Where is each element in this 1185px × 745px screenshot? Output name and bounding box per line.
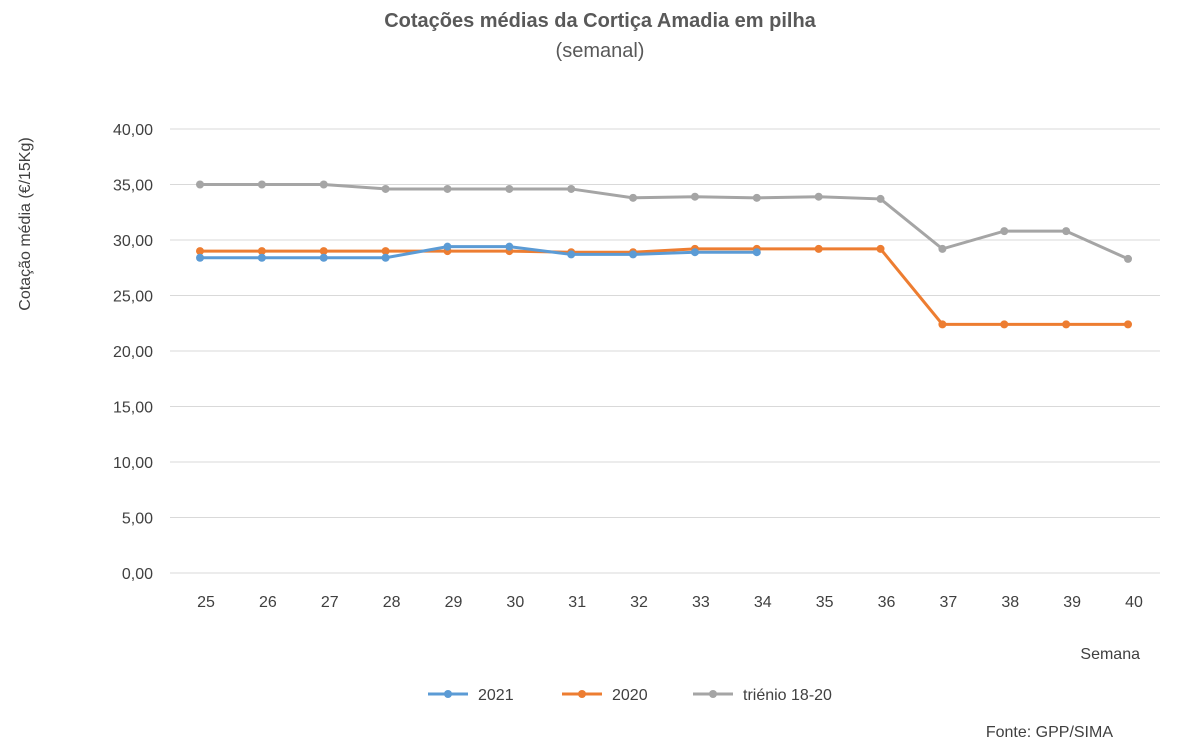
- x-tick-label: 36: [878, 594, 896, 611]
- data-point: [443, 242, 452, 251]
- legend-label: triénio 18-20: [743, 687, 832, 704]
- legend-marker: [709, 690, 717, 698]
- x-tick-label: 34: [754, 594, 772, 611]
- series-line-triénio 18-20: [200, 183, 1129, 261]
- data-point: [257, 180, 266, 189]
- data-point: [814, 192, 823, 201]
- data-point: [1062, 227, 1071, 236]
- data-point: [505, 242, 514, 251]
- legend-label: 2020: [612, 687, 648, 704]
- data-point: [1124, 254, 1132, 263]
- data-point: [1062, 320, 1071, 329]
- data-point: [505, 184, 514, 193]
- data-point: [752, 193, 761, 202]
- y-tick-label: 20,00: [113, 344, 153, 361]
- data-point: [319, 253, 328, 262]
- chart-title: Cotações médias da Cortiça Amadia em pil…: [384, 10, 816, 32]
- x-tick-label: 33: [692, 594, 710, 611]
- data-point: [876, 194, 885, 203]
- x-tick-label: 35: [816, 594, 834, 611]
- data-point: [1124, 320, 1132, 329]
- data-point: [629, 250, 638, 259]
- data-point: [938, 320, 947, 329]
- x-tick-label: 30: [506, 594, 524, 611]
- series-line-2021: [200, 245, 757, 260]
- data-point: [196, 247, 204, 256]
- x-axis-label: Semana: [1080, 646, 1140, 663]
- data-point: [381, 247, 390, 256]
- x-tick-label: 40: [1125, 594, 1143, 611]
- y-tick-label: 10,00: [113, 455, 153, 472]
- x-tick-label: 28: [383, 594, 401, 611]
- y-tick-label: 5,00: [122, 511, 153, 528]
- x-tick-label: 27: [321, 594, 339, 611]
- x-tick-label: 25: [197, 594, 215, 611]
- x-tick-label: 38: [1001, 594, 1019, 611]
- data-point: [690, 192, 699, 201]
- legend-label: 2021: [478, 687, 514, 704]
- data-point: [876, 244, 885, 253]
- x-tick-label: 31: [568, 594, 586, 611]
- data-point: [814, 244, 823, 253]
- series-line-2020: [200, 247, 1128, 326]
- y-axis-label: Cotação média (€/15Kg): [17, 137, 34, 310]
- data-point: [196, 180, 204, 189]
- data-point: [629, 193, 638, 202]
- y-tick-label: 30,00: [113, 233, 153, 250]
- data-point: [257, 247, 266, 256]
- x-tick-label: 32: [630, 594, 648, 611]
- x-tick-label: 29: [445, 594, 463, 611]
- data-point: [567, 250, 576, 259]
- x-tick-label: 37: [940, 594, 958, 611]
- y-tick-label: 35,00: [113, 178, 153, 195]
- x-tick-label: 39: [1063, 594, 1081, 611]
- data-point: [319, 180, 328, 189]
- data-point: [381, 184, 390, 193]
- data-point: [1000, 320, 1009, 329]
- chart-subtitle: (semanal): [556, 40, 645, 62]
- data-point: [752, 248, 761, 257]
- source-note: Fonte: GPP/SIMA: [986, 724, 1113, 741]
- legend-marker: [578, 690, 586, 698]
- data-point: [443, 184, 452, 193]
- y-tick-label: 15,00: [113, 400, 153, 417]
- data-point: [567, 184, 576, 193]
- y-tick-label: 25,00: [113, 289, 153, 306]
- data-point: [1000, 227, 1009, 236]
- data-point: [938, 244, 947, 253]
- data-point: [257, 253, 266, 262]
- data-point: [196, 253, 204, 262]
- y-tick-label: 40,00: [113, 122, 153, 139]
- data-point: [381, 253, 390, 262]
- legend-marker: [444, 690, 452, 698]
- x-tick-label: 26: [259, 594, 277, 611]
- data-point: [690, 248, 699, 257]
- data-point: [319, 247, 328, 256]
- y-tick-label: 0,00: [122, 566, 153, 583]
